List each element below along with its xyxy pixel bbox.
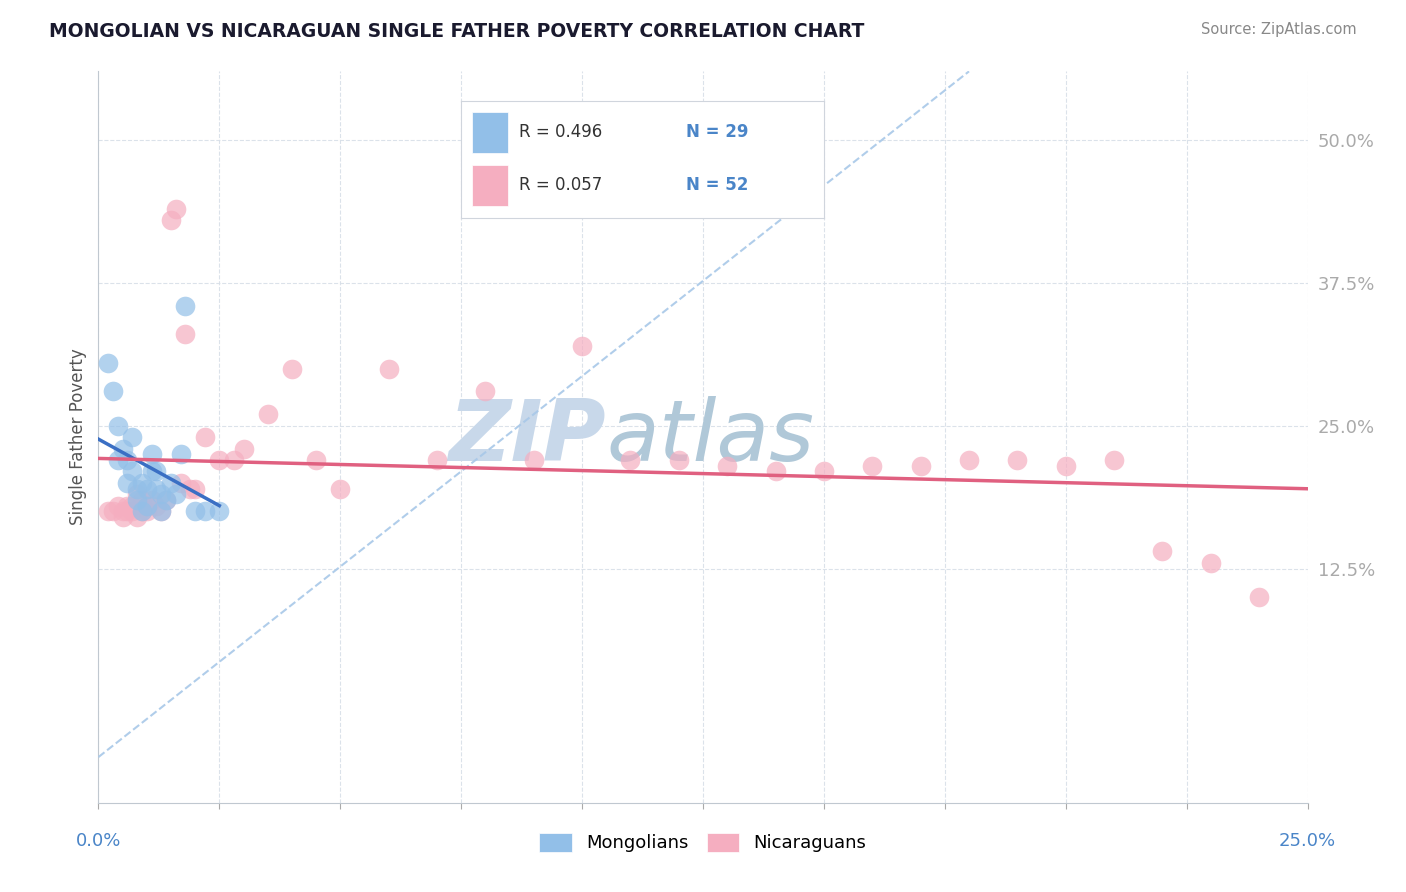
Point xyxy=(619,453,641,467)
Point xyxy=(571,338,593,352)
Text: MONGOLIAN VS NICARAGUAN SINGLE FATHER POVERTY CORRELATION CHART: MONGOLIAN VS NICARAGUAN SINGLE FATHER PO… xyxy=(49,22,865,41)
Point xyxy=(150,504,173,518)
Point xyxy=(1102,453,1125,467)
Point xyxy=(135,504,157,518)
Point xyxy=(957,453,980,467)
Point xyxy=(131,504,153,518)
Point xyxy=(716,458,738,473)
Point xyxy=(101,384,124,399)
Point xyxy=(141,464,163,478)
Point xyxy=(179,482,201,496)
Text: 0.0%: 0.0% xyxy=(76,832,121,850)
Point xyxy=(121,464,143,478)
Point xyxy=(97,504,120,518)
Point xyxy=(169,475,191,490)
Point xyxy=(150,504,173,518)
Point xyxy=(194,504,217,518)
Point xyxy=(127,510,149,524)
Point xyxy=(165,487,187,501)
Point xyxy=(165,202,187,216)
Point xyxy=(169,447,191,461)
Point xyxy=(281,361,304,376)
Text: Source: ZipAtlas.com: Source: ZipAtlas.com xyxy=(1201,22,1357,37)
Point xyxy=(97,356,120,370)
Point xyxy=(184,482,207,496)
Point xyxy=(1054,458,1077,473)
Point xyxy=(107,453,129,467)
Point xyxy=(127,492,149,507)
Text: ZIP: ZIP xyxy=(449,395,606,479)
Point xyxy=(107,499,129,513)
Point xyxy=(107,418,129,433)
Point xyxy=(127,482,149,496)
Point xyxy=(117,499,139,513)
Point xyxy=(474,384,496,399)
Point xyxy=(131,475,153,490)
Point xyxy=(1199,556,1222,570)
Point xyxy=(135,499,157,513)
Point xyxy=(860,458,883,473)
Point xyxy=(145,499,167,513)
Point xyxy=(523,453,546,467)
Point xyxy=(1249,590,1271,604)
Text: atlas: atlas xyxy=(606,395,814,479)
Point xyxy=(1152,544,1174,558)
Point xyxy=(111,442,134,456)
Point xyxy=(155,492,177,507)
Point xyxy=(131,492,153,507)
Point xyxy=(222,453,245,467)
Point xyxy=(174,327,197,342)
Point xyxy=(111,504,134,518)
Point xyxy=(668,453,690,467)
Point xyxy=(329,482,352,496)
Point xyxy=(127,487,149,501)
Point xyxy=(117,504,139,518)
Point xyxy=(150,487,173,501)
Point xyxy=(121,504,143,518)
Point xyxy=(131,504,153,518)
Point xyxy=(145,464,167,478)
Point xyxy=(117,453,139,467)
Point xyxy=(305,453,328,467)
Point xyxy=(208,453,231,467)
Text: 25.0%: 25.0% xyxy=(1279,832,1336,850)
Point xyxy=(194,430,217,444)
Point xyxy=(184,504,207,518)
Point xyxy=(117,475,139,490)
Point xyxy=(426,453,449,467)
Point xyxy=(256,407,278,421)
Point xyxy=(155,492,177,507)
Point xyxy=(141,492,163,507)
Y-axis label: Single Father Poverty: Single Father Poverty xyxy=(69,349,87,525)
Point xyxy=(174,299,197,313)
Point xyxy=(208,504,231,518)
Point xyxy=(377,361,399,376)
Point xyxy=(910,458,932,473)
Point xyxy=(1007,453,1029,467)
Point xyxy=(135,499,157,513)
Point xyxy=(121,430,143,444)
Point xyxy=(145,482,167,496)
Point xyxy=(101,504,124,518)
Point xyxy=(121,499,143,513)
Point xyxy=(111,510,134,524)
Point xyxy=(135,482,157,496)
Point xyxy=(765,464,787,478)
Point xyxy=(232,442,254,456)
Point xyxy=(813,464,835,478)
Point xyxy=(160,475,183,490)
Point xyxy=(160,213,183,227)
Point xyxy=(141,447,163,461)
Legend: Mongolians, Nicaraguans: Mongolians, Nicaraguans xyxy=(533,826,873,860)
